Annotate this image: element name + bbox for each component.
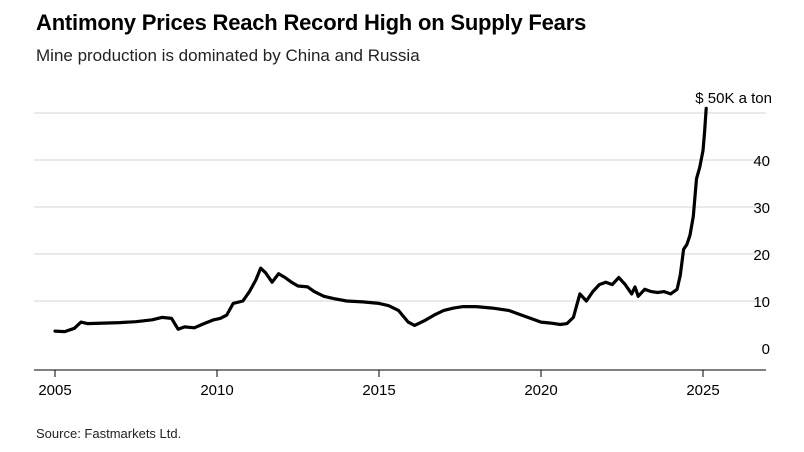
y-unit-label: $ 50K a ton: [695, 90, 772, 107]
y-axis-ticks: 0 10 20 30 40: [753, 153, 770, 358]
x-tick-label: 2025: [686, 382, 719, 399]
source-note: Source: Fastmarkets Ltd.: [36, 426, 182, 441]
chart-title: Antimony Prices Reach Record High on Sup…: [36, 10, 587, 35]
price-series-line: [53, 106, 708, 334]
y-tick-label: 40: [753, 153, 770, 170]
y-tick-label: 20: [753, 247, 770, 264]
y-tick-label: 30: [753, 200, 770, 217]
y-tick-label: 10: [753, 294, 770, 311]
series-layer: [53, 106, 708, 334]
x-tick-label: 2010: [200, 382, 233, 399]
y-tick-label: 0: [762, 341, 770, 358]
x-axis-ticks: 2005 2010 2015 2020 2025: [38, 370, 720, 399]
x-tick-label: 2020: [524, 382, 557, 399]
chart-subtitle: Mine production is dominated by China an…: [36, 46, 420, 65]
gridlines: [34, 112, 766, 302]
x-tick-label: 2005: [38, 382, 71, 399]
x-tick-label: 2015: [362, 382, 395, 399]
